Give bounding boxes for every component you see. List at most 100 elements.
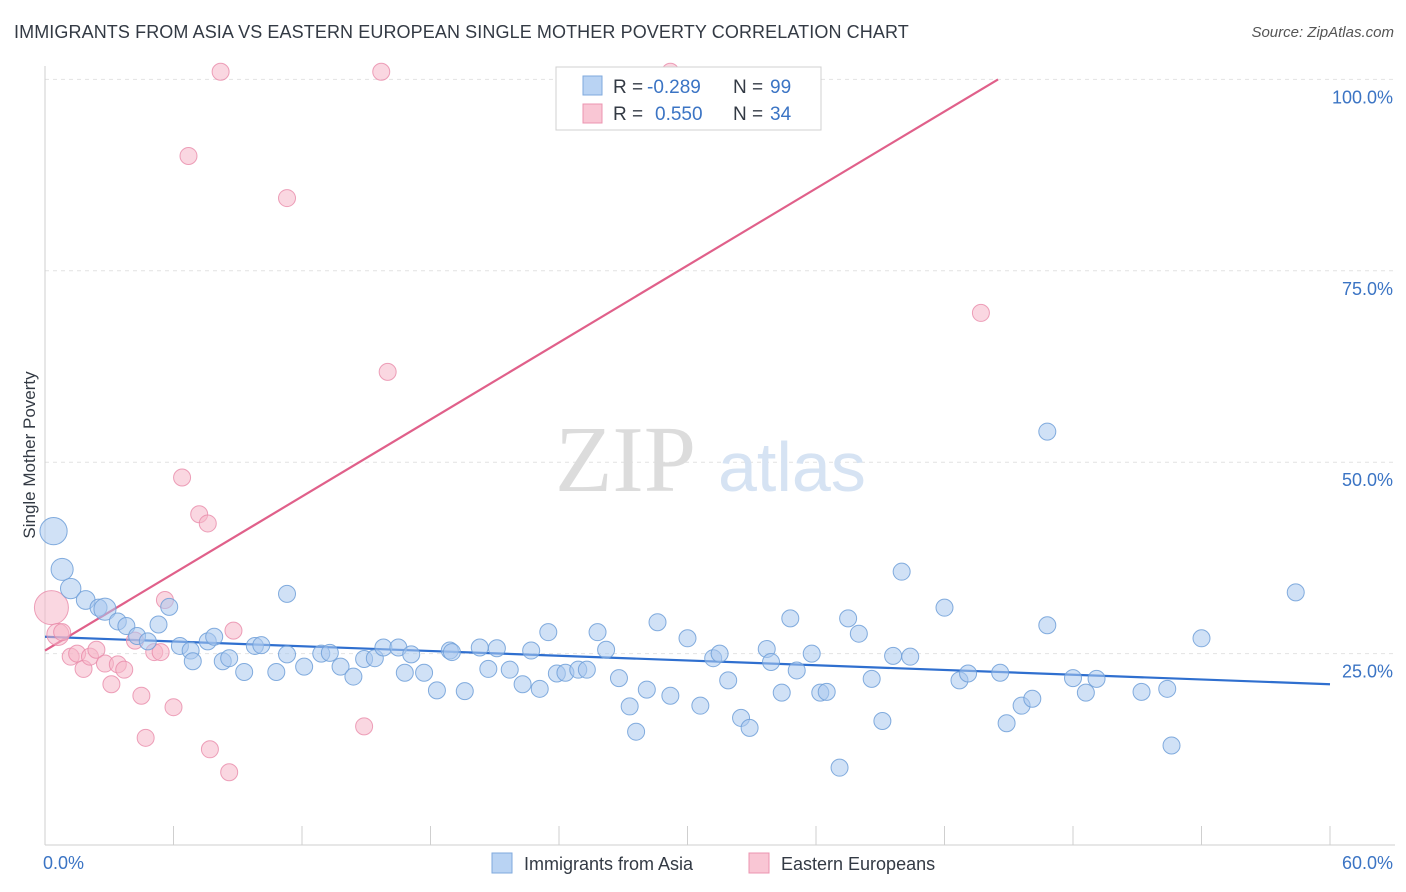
point-immigrants-from-asia — [50, 557, 74, 581]
point-immigrants-from-asia — [1162, 736, 1181, 755]
legend-n-label-2: N = — [733, 104, 763, 125]
point-immigrants-from-asia — [395, 663, 414, 682]
point-eastern-europeans — [102, 675, 121, 694]
point-immigrants-from-asia — [772, 683, 791, 702]
point-eastern-europeans — [278, 189, 297, 208]
point-eastern-europeans — [211, 62, 230, 81]
point-immigrants-from-asia — [597, 640, 616, 659]
point-immigrants-from-asia — [59, 577, 82, 600]
point-immigrants-from-asia — [901, 647, 920, 666]
point-immigrants-from-asia — [93, 597, 117, 621]
y-tick-label: 75.0% — [1342, 279, 1393, 299]
point-immigrants-from-asia — [637, 680, 656, 699]
point-immigrants-from-asia — [149, 615, 168, 634]
axes — [44, 66, 1395, 846]
chart-title: IMMIGRANTS FROM ASIA VS EASTERN EUROPEAN… — [14, 22, 909, 42]
point-immigrants-from-asia — [331, 657, 350, 676]
point-immigrants-from-asia — [740, 718, 759, 737]
point-immigrants-from-asia — [959, 664, 978, 683]
point-eastern-europeans — [173, 468, 192, 487]
point-eastern-europeans — [224, 621, 243, 640]
watermark-atlas: atlas — [718, 428, 866, 506]
series-immigrants-from-asia — [39, 422, 1305, 777]
point-immigrants-from-asia — [661, 686, 680, 705]
point-immigrants-from-asia — [935, 598, 954, 617]
y-tick-label: 100.0% — [1332, 87, 1393, 107]
point-eastern-europeans — [220, 763, 239, 782]
point-immigrants-from-asia — [1076, 683, 1095, 702]
point-immigrants-from-asia — [787, 661, 806, 680]
point-eastern-europeans — [378, 362, 397, 381]
point-immigrants-from-asia — [830, 758, 849, 777]
point-immigrants-from-asia — [1132, 682, 1151, 701]
point-eastern-europeans — [136, 728, 155, 747]
point-immigrants-from-asia — [609, 669, 628, 688]
point-immigrants-from-asia — [762, 653, 781, 672]
series-legend: Immigrants from Asia Eastern Europeans — [491, 852, 935, 874]
point-immigrants-from-asia — [1064, 669, 1082, 688]
point-immigrants-from-asia — [320, 643, 339, 662]
point-immigrants-from-asia — [781, 609, 800, 628]
trend-lines — [44, 78, 1331, 686]
point-immigrants-from-asia — [627, 722, 646, 741]
point-immigrants-from-asia — [849, 624, 868, 643]
point-immigrants-from-asia — [648, 613, 667, 632]
point-immigrants-from-asia — [719, 671, 738, 690]
point-immigrants-from-asia — [278, 584, 297, 603]
point-eastern-europeans — [151, 643, 170, 662]
point-immigrants-from-asia — [39, 517, 68, 546]
point-immigrants-from-asia — [839, 609, 858, 628]
point-immigrants-from-asia — [500, 660, 519, 679]
tick-labels: 25.0% 50.0% 75.0% 100.0% 0.0% 60.0% — [43, 87, 1393, 873]
legend-swatch-asia — [582, 75, 603, 96]
source-label: Source: ZipAtlas.com — [1251, 24, 1394, 41]
point-eastern-europeans — [132, 686, 151, 705]
point-immigrants-from-asia — [991, 663, 1010, 682]
point-immigrants-from-asia — [235, 662, 254, 681]
point-immigrants-from-asia — [295, 657, 314, 676]
point-immigrants-from-asia — [267, 662, 286, 681]
legend-r-value-1: -0.289 — [647, 77, 701, 98]
point-eastern-europeans — [53, 623, 72, 642]
point-eastern-europeans — [372, 62, 391, 81]
point-immigrants-from-asia — [402, 645, 421, 664]
point-immigrants-from-asia — [220, 649, 239, 668]
point-immigrants-from-asia — [344, 667, 363, 686]
point-immigrants-from-asia — [691, 696, 710, 715]
point-immigrants-from-asia — [455, 682, 474, 701]
point-immigrants-from-asia — [817, 682, 836, 701]
point-eastern-europeans — [87, 640, 106, 659]
legend-n-label-1: N = — [733, 77, 763, 98]
point-immigrants-from-asia — [873, 711, 892, 730]
point-immigrants-from-asia — [1087, 669, 1106, 688]
legend-r-label-2: R = — [613, 104, 643, 125]
point-immigrants-from-asia — [522, 641, 541, 660]
point-immigrants-from-asia — [487, 639, 506, 658]
correlation-legend: R = -0.289 N = 99 R = 0.550 N = 34 — [555, 66, 822, 131]
y-axis-label: Single Mother Poverty — [20, 371, 39, 539]
legend-r-label-1: R = — [613, 77, 643, 98]
point-immigrants-from-asia — [997, 714, 1016, 733]
point-immigrants-from-asia — [710, 644, 729, 663]
watermark-zip: ZIP — [555, 408, 696, 512]
point-eastern-europeans — [164, 698, 183, 717]
point-immigrants-from-asia — [1158, 679, 1177, 698]
point-immigrants-from-asia — [577, 660, 596, 679]
point-immigrants-from-asia — [183, 652, 202, 671]
point-immigrants-from-asia — [160, 597, 179, 616]
bottom-legend-eastern: Eastern Europeans — [781, 854, 935, 874]
bottom-legend-asia: Immigrants from Asia — [524, 854, 694, 874]
legend-n-value-1: 99 — [770, 77, 791, 98]
point-immigrants-from-asia — [884, 646, 903, 665]
point-immigrants-from-asia — [138, 632, 157, 651]
point-immigrants-from-asia — [513, 675, 532, 694]
point-immigrants-from-asia — [205, 627, 224, 646]
x-tick-label: 0.0% — [43, 853, 84, 873]
point-immigrants-from-asia — [415, 663, 434, 682]
y-tick-label: 25.0% — [1342, 662, 1393, 682]
point-immigrants-from-asia — [539, 623, 558, 642]
point-immigrants-from-asia — [1038, 422, 1057, 441]
point-immigrants-from-asia — [802, 644, 821, 663]
point-immigrants-from-asia — [470, 638, 489, 657]
point-immigrants-from-asia — [278, 645, 297, 664]
